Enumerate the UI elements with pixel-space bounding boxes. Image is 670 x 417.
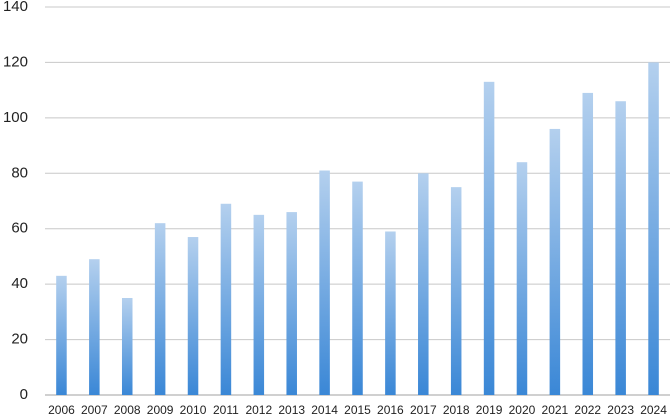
- x-tick-label: 2019: [476, 403, 503, 417]
- bar: [516, 162, 528, 395]
- bar: [121, 298, 133, 395]
- x-tick-label: 2008: [114, 403, 141, 417]
- x-tick-label: 2021: [542, 403, 569, 417]
- x-tick-label: 2024: [640, 403, 667, 417]
- x-tick-label: 2017: [410, 403, 437, 417]
- y-tick-label: 40: [11, 275, 28, 292]
- x-tick-label: 2010: [180, 403, 207, 417]
- bar: [418, 173, 429, 395]
- x-tick-label: 2009: [147, 403, 174, 417]
- y-tick-label: 60: [11, 220, 28, 237]
- x-tick-label: 2011: [213, 403, 239, 417]
- bar: [319, 170, 330, 395]
- bar: [286, 212, 297, 395]
- x-tick-label: 2023: [607, 403, 634, 417]
- y-tick-label: 100: [3, 109, 28, 126]
- bar: [253, 214, 265, 395]
- bar: [154, 223, 166, 395]
- bar: [187, 237, 199, 395]
- x-tick-label: 2016: [377, 403, 404, 417]
- x-tick-label: 2014: [311, 403, 338, 417]
- x-tick-label: 2007: [81, 403, 108, 417]
- y-tick-label: 140: [3, 0, 28, 15]
- bar: [450, 187, 462, 395]
- x-tick-label: 2022: [574, 403, 601, 417]
- bar: [352, 181, 363, 395]
- bar: [385, 231, 396, 395]
- x-tick-label: 2020: [509, 403, 536, 417]
- bar: [89, 259, 100, 395]
- bar: [56, 275, 67, 395]
- x-tick-label: 2018: [443, 403, 470, 417]
- bar: [483, 81, 495, 395]
- bar: [615, 101, 626, 395]
- y-tick-label: 0: [20, 386, 28, 403]
- x-tick-label: 2006: [48, 403, 75, 417]
- y-tick-label: 120: [3, 53, 28, 70]
- x-tick-label: 2013: [278, 403, 305, 417]
- x-tick-label: 2012: [245, 403, 272, 417]
- bar: [220, 203, 232, 395]
- x-tick-label: 2015: [344, 403, 371, 417]
- bar: [582, 92, 594, 396]
- bar: [648, 62, 659, 396]
- bar: [549, 128, 561, 395]
- y-tick-label: 80: [11, 164, 28, 181]
- y-tick-label: 20: [11, 331, 28, 348]
